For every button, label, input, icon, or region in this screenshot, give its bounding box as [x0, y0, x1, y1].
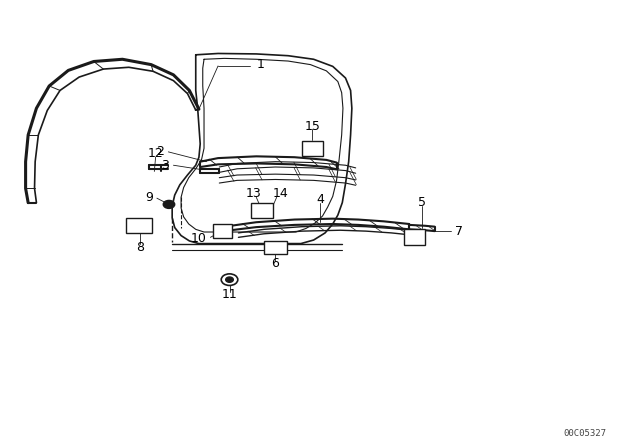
- Text: 00C05327: 00C05327: [564, 429, 607, 438]
- Bar: [264, 241, 287, 254]
- Text: 3: 3: [161, 159, 169, 172]
- Bar: [251, 202, 273, 218]
- Text: 7: 7: [455, 224, 463, 237]
- Circle shape: [226, 277, 234, 282]
- Circle shape: [163, 200, 175, 208]
- Text: 12: 12: [148, 147, 163, 160]
- Text: 4: 4: [316, 193, 324, 206]
- Text: 10: 10: [191, 232, 207, 245]
- Text: 14: 14: [273, 187, 289, 200]
- Text: 2: 2: [156, 145, 164, 159]
- Circle shape: [221, 274, 238, 285]
- Text: 13: 13: [246, 187, 262, 200]
- Bar: [404, 229, 424, 246]
- Text: 9: 9: [145, 191, 153, 204]
- Text: 15: 15: [305, 120, 320, 133]
- Text: 8: 8: [136, 241, 144, 254]
- Bar: [213, 224, 232, 238]
- Text: 6: 6: [271, 257, 279, 270]
- Text: 11: 11: [221, 288, 237, 301]
- Bar: [126, 218, 152, 233]
- Text: 1: 1: [256, 58, 264, 71]
- Text: 5: 5: [418, 196, 426, 209]
- Bar: [302, 141, 323, 156]
